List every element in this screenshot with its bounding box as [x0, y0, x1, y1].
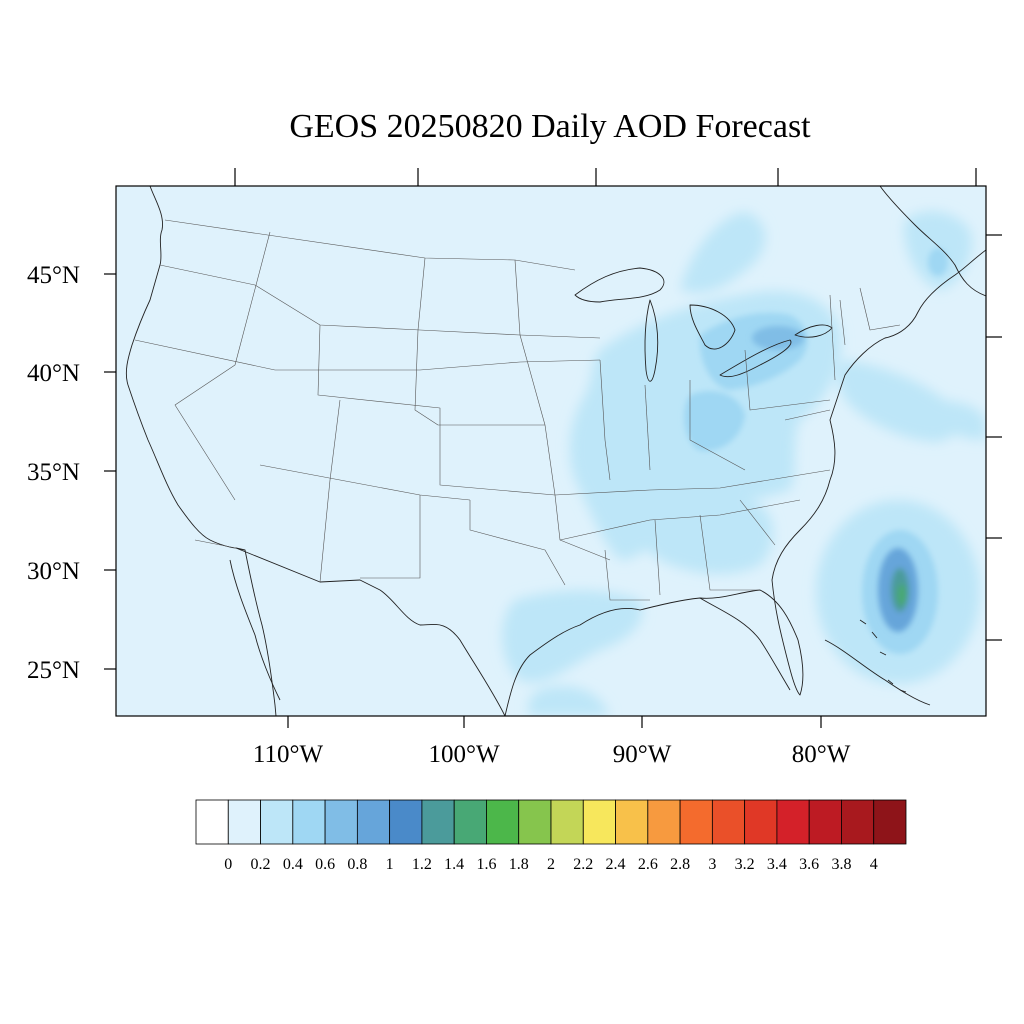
colorbar-swatch: [808, 799, 842, 845]
lat-label: 45°N: [27, 262, 80, 289]
plume-lake-erie-core: [752, 326, 804, 350]
colorbar-label: 4: [870, 856, 878, 873]
plume-gulf-south: [528, 686, 610, 716]
colorbar-label: 3.6: [799, 856, 819, 873]
colorbar-swatch: [518, 799, 552, 845]
lon-label: 90°W: [613, 741, 672, 768]
colorbar-label: 0: [224, 856, 232, 873]
colorbar-label: 2.2: [573, 856, 593, 873]
plume-nb: [928, 248, 948, 276]
map-title: GEOS 20250820 Daily AOD Forecast: [289, 108, 811, 145]
colorbar-swatch: [486, 799, 520, 845]
colorbar-swatch: [873, 799, 907, 845]
lon-label: 80°W: [792, 741, 851, 768]
colorbar-swatch: [550, 799, 584, 845]
colorbar-label: 3.8: [831, 856, 851, 873]
plume-ohio-valley: [684, 391, 745, 451]
aod-plumes: [502, 211, 986, 716]
colorbar-swatch: [227, 799, 261, 845]
colorbar-label: 1.6: [476, 856, 496, 873]
lon-label: 110°W: [253, 741, 324, 768]
colorbar-label: 1: [386, 856, 394, 873]
colorbar-swatch: [744, 799, 778, 845]
colorbar: 0 0.2 0.4 0.6 0.8 1 1.2 1.4 1.6 1.8 2 2.2 2.4 2.6 2.8 3…: [195, 799, 907, 873]
colorbar-swatch: [841, 799, 875, 845]
cuba-coast: [824, 639, 931, 706]
plume-gulf: [502, 590, 643, 683]
colorbar-label: 3.4: [767, 856, 787, 873]
lat-label: 35°N: [27, 459, 80, 486]
colorbar-swatch: [260, 799, 294, 845]
great-lakes-huron: [689, 304, 736, 350]
great-lakes-michigan: [644, 299, 659, 382]
axis-ticks: [104, 168, 1002, 728]
latitude-labels: 45°N 40°N 35°N 30°N 25°N: [27, 262, 80, 684]
colorbar-label: 1.2: [412, 856, 432, 873]
colorbar-swatch: [776, 799, 810, 845]
longitude-labels: 110°W 100°W 90°W 80°W: [253, 741, 851, 768]
colorbar-label: 0.2: [251, 856, 271, 873]
bahamas: [859, 619, 907, 693]
plume-atlantic-east: [930, 400, 986, 440]
plume-atlantic-peak: [897, 584, 907, 606]
colorbar-swatch: [453, 799, 487, 845]
us-coastline-outline: [125, 186, 986, 716]
great-lakes-erie: [719, 339, 792, 378]
colorbar-swatch: [292, 799, 326, 845]
colorbar-label: 3.2: [735, 856, 755, 873]
colorbar-swatch: [389, 799, 423, 845]
colorbar-label: 2.4: [606, 856, 626, 873]
plume-atlantic-coast: [838, 360, 958, 442]
colorbar-swatch: [195, 799, 229, 845]
colorbar-label: 0.4: [283, 856, 303, 873]
canada-maritime-coast: [879, 186, 986, 297]
colorbar-swatch: [615, 799, 649, 845]
colorbar-swatch: [647, 799, 681, 845]
colorbar-swatch: [356, 799, 391, 845]
plume-canada: [680, 212, 766, 293]
florida-west-coast: [699, 597, 791, 691]
colorbar-swatch: [324, 799, 358, 845]
colorbar-label: 2: [547, 856, 555, 873]
mexico-baja: [229, 559, 281, 701]
colorbar-swatch: [711, 799, 746, 845]
colorbar-label: 0.6: [315, 856, 335, 873]
plume-southeast: [638, 497, 774, 575]
lat-label: 40°N: [27, 360, 80, 387]
great-lakes-superior: [574, 267, 665, 303]
colorbar-swatch: [679, 799, 713, 845]
colorbar-label: 1.4: [444, 856, 464, 873]
colorbar-label: 0.8: [347, 856, 367, 873]
colorbar-label: 2.8: [670, 856, 690, 873]
colorbar-label: 2.6: [638, 856, 658, 873]
state-boundaries: [134, 219, 901, 601]
colorbar-label: 3: [708, 856, 716, 873]
lat-label: 25°N: [27, 657, 80, 684]
map-frame: [115, 185, 987, 717]
lon-label: 100°W: [428, 741, 499, 768]
colorbar-swatch: [421, 799, 455, 845]
coastlines-and-borders: [125, 186, 986, 716]
colorbar-label: 1.8: [509, 856, 529, 873]
lat-label: 30°N: [27, 558, 80, 585]
colorbar-swatch: [582, 799, 616, 845]
